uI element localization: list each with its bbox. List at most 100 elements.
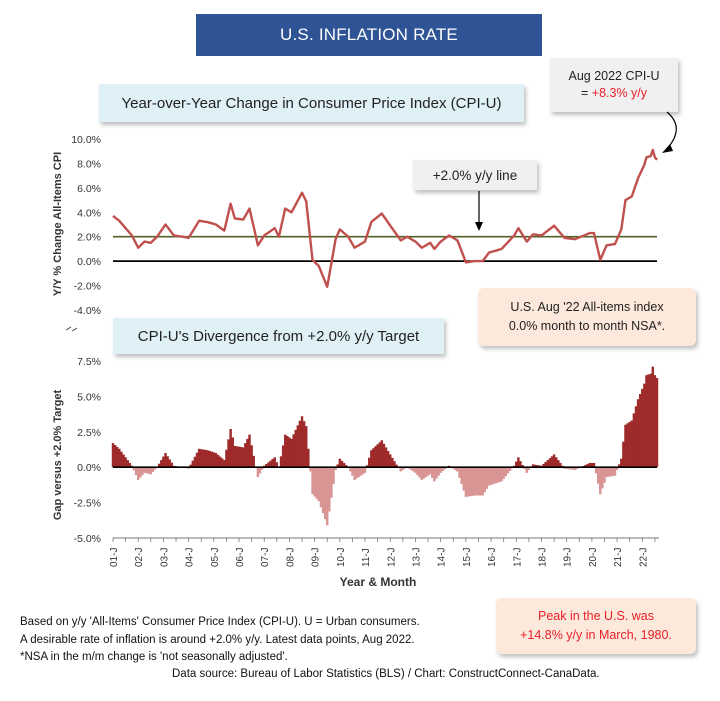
- gap-bar: [601, 467, 604, 489]
- peak-note-line2: +14.8% y/y in March, 1980.: [520, 628, 672, 642]
- top-ytick-label: 4.0%: [77, 207, 101, 219]
- gap-bar: [466, 467, 470, 497]
- gap-bar: [550, 456, 554, 468]
- gap-bar: [475, 467, 478, 496]
- gap-bar: [199, 449, 203, 468]
- gap-bar: [645, 375, 648, 468]
- gap-bar: [443, 467, 447, 470]
- gap-bar: [483, 467, 486, 493]
- gap-bar: [590, 462, 594, 468]
- gap-bar: [145, 467, 148, 474]
- bottom-ytick-label: 0.0%: [77, 462, 101, 474]
- gap-bar: [160, 460, 163, 468]
- bottom-ylabel: Gap versus +2.0% Target: [52, 390, 64, 521]
- gap-bar: [210, 451, 213, 468]
- top-ytick-label: 0.0%: [77, 256, 101, 268]
- gap-bar: [569, 467, 573, 470]
- gap-bar: [557, 460, 560, 468]
- gap-bar: [279, 456, 283, 468]
- x-tick-label: 13-J: [412, 548, 423, 567]
- gap-bar: [504, 467, 507, 477]
- gap-bar: [365, 465, 369, 468]
- gap-bar: [370, 450, 373, 468]
- gap-bar: [515, 461, 518, 468]
- gap-bar: [424, 467, 428, 478]
- gap-bar: [250, 445, 253, 468]
- gap-bar: [458, 467, 461, 478]
- target-label-arrowhead: [475, 222, 483, 231]
- x-tick-label: 01-J: [109, 548, 120, 567]
- bottom-ytick-label: -5.0%: [74, 533, 101, 545]
- gap-bar: [525, 467, 528, 473]
- gap-bar: [344, 465, 348, 468]
- top-ytick-label: 2.0%: [77, 232, 101, 244]
- gap-bar: [485, 467, 489, 489]
- gap-bar: [342, 462, 346, 468]
- gap-bar: [615, 467, 619, 471]
- gap-bar: [647, 374, 650, 468]
- gap-bar: [115, 446, 119, 468]
- gap-bar: [531, 464, 535, 468]
- footnote-1: Based on y/y 'All-Items' Consumer Price …: [20, 616, 420, 628]
- gap-bar: [191, 460, 195, 468]
- gap-bar: [596, 467, 600, 484]
- gap-bar: [233, 445, 237, 468]
- gap-bar: [235, 446, 239, 468]
- top-ytick-label: 6.0%: [77, 183, 101, 195]
- gap-bar: [197, 448, 201, 468]
- gap-bar: [641, 388, 644, 468]
- gap-bar: [473, 467, 476, 496]
- gap-bar: [435, 467, 438, 479]
- gap-bar: [223, 460, 226, 468]
- gap-bar: [193, 456, 197, 468]
- gap-bar: [357, 467, 360, 478]
- gap-bar: [462, 467, 465, 491]
- gap-bar: [227, 439, 230, 468]
- gap-bar: [267, 462, 270, 468]
- gap-bar: [414, 467, 417, 473]
- x-tick-label: 15-J: [462, 548, 473, 567]
- gap-bar: [248, 434, 251, 468]
- gap-bar: [122, 454, 125, 468]
- gap-bar: [332, 467, 335, 484]
- gap-bar: [143, 467, 146, 473]
- gap-bar: [546, 460, 549, 468]
- gap-bar: [118, 448, 121, 468]
- gap-bar: [500, 467, 503, 482]
- gap-bar: [330, 467, 333, 498]
- gap-bar: [231, 437, 234, 468]
- gap-bar: [111, 443, 115, 468]
- gap-bar: [153, 467, 157, 470]
- gap-bar: [353, 467, 356, 480]
- footnote-3: *NSA in the m/m change is 'not seasonall…: [20, 651, 288, 663]
- footnote-2: A desirable rate of inflation is around …: [20, 633, 415, 646]
- bottom-ytick-label: 2.5%: [77, 427, 101, 439]
- gap-bar: [506, 467, 510, 474]
- gap-bar: [538, 465, 541, 468]
- gap-bar: [649, 373, 652, 468]
- x-tick-label: 06-J: [235, 548, 246, 567]
- footnotes: Based on y/y 'All-Items' Consumer Price …: [20, 614, 420, 667]
- gap-bar: [372, 448, 375, 468]
- gap-bar: [361, 467, 365, 475]
- gap-bar: [151, 467, 155, 472]
- gap-bar: [305, 426, 308, 468]
- gap-bar: [479, 467, 482, 496]
- latest-callout-value: +8.3% y/y: [591, 86, 648, 100]
- gap-bar: [157, 463, 161, 468]
- gap-bar: [113, 445, 117, 468]
- gap-bar: [294, 429, 297, 468]
- gap-bar: [611, 467, 615, 477]
- latest-value-callout: Aug 2022 CPI-U = +8.3% y/y: [550, 58, 678, 112]
- x-tick-label: 17-J: [512, 548, 523, 567]
- gap-bar: [384, 447, 388, 468]
- bottom-ytick-label: 7.5%: [77, 356, 101, 368]
- top-chart-subtitle: Year-over-Year Change in Consumer Price …: [99, 84, 524, 122]
- gap-bar: [422, 467, 426, 479]
- gap-bar: [626, 423, 629, 468]
- gap-bar: [653, 375, 657, 468]
- gap-bar: [586, 463, 589, 468]
- gap-bar: [374, 446, 377, 468]
- gap-bar: [128, 462, 132, 468]
- gap-bar: [204, 449, 207, 468]
